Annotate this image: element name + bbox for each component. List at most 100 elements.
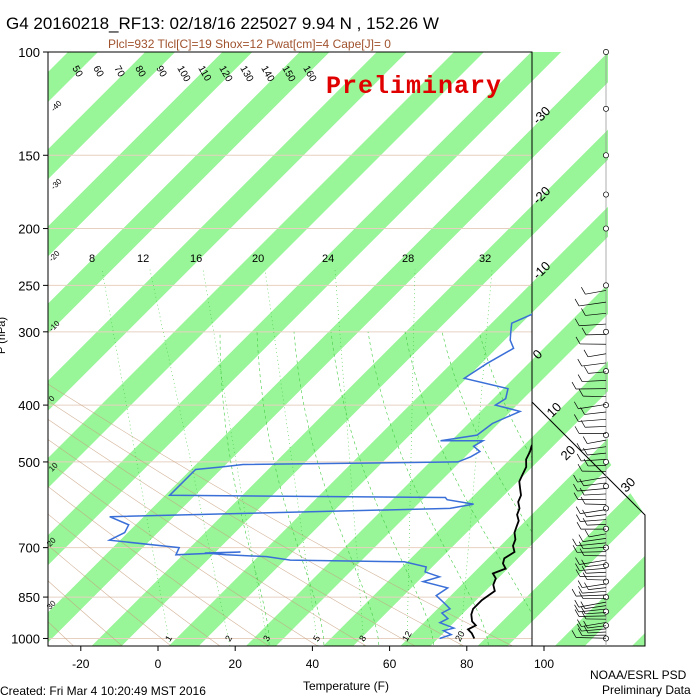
- wind-barb: [578, 608, 607, 613]
- wind-barb-feather: [576, 453, 582, 462]
- x-tick-label: 0: [155, 657, 162, 671]
- dry-adiabat-line: [48, 400, 465, 646]
- mixing-ratio-line: [149, 269, 231, 646]
- wind-barb-feather: [577, 580, 583, 588]
- wind-barb-feather: [576, 521, 582, 530]
- wind-barb-feather: [572, 538, 577, 547]
- wind-barb-feather: [582, 517, 588, 526]
- mixing-ratio-label: 20: [252, 253, 264, 265]
- wind-barb-feather: [580, 496, 586, 505]
- wind-barb-feather: [574, 298, 580, 307]
- y-tick-label: 300: [18, 325, 40, 340]
- isotherm-band: [48, 52, 407, 411]
- wind-barb-feather: [582, 572, 588, 580]
- wind-level-marker: [603, 402, 609, 409]
- wind-level-marker: [603, 432, 609, 439]
- wind-level-marker: [603, 368, 609, 375]
- wind-barb: [584, 605, 607, 609]
- mixing-ratio-lines: [101, 269, 493, 646]
- dry-adiabat-line: [48, 486, 270, 646]
- wind-barb: [583, 546, 607, 550]
- dry-adiabat-label: 90: [153, 64, 168, 80]
- wind-barb-feather: [572, 545, 578, 553]
- wind-barb: [579, 567, 607, 571]
- wind-barb-feather: [578, 534, 584, 542]
- dry-adiabat-line: [48, 439, 367, 646]
- wind-barb-feather: [584, 582, 589, 590]
- mixing-ratio-label: 12: [400, 629, 414, 643]
- wind-barb-feather: [577, 585, 583, 594]
- wind-barb-feather: [575, 514, 581, 522]
- wind-barb-feather: [581, 611, 587, 620]
- chart-title: G4 20160218_RF13: 02/18/16 225027 9.94 N…: [6, 14, 439, 33]
- mixing-ratio-label: 1: [163, 634, 174, 643]
- y-tick-label: 200: [18, 222, 40, 237]
- wind-barb-feather: [583, 349, 589, 357]
- wind-barb: [585, 503, 607, 505]
- wind-barb-feather: [581, 308, 586, 316]
- dry-adiabats: [48, 383, 514, 646]
- sounding-series: [106, 313, 532, 640]
- wind-barb-profile: [571, 49, 609, 646]
- dry-adiabat-label: 160: [300, 64, 318, 84]
- wind-level-marker: [603, 152, 609, 159]
- wind-panel-band: [532, 52, 645, 646]
- moist-adiabat-line: [441, 331, 532, 533]
- wind-barb: [584, 493, 607, 496]
- wind-barb: [587, 439, 607, 444]
- wind-barb: [588, 631, 607, 634]
- isotherm-band: [48, 52, 532, 566]
- wind-barb-feather: [574, 318, 580, 326]
- wind-barb: [586, 571, 607, 574]
- moist-adiabat-line: [367, 331, 489, 646]
- isotherm-band: [48, 52, 98, 102]
- wind-barb: [587, 625, 607, 629]
- wind-barb: [579, 323, 607, 327]
- dry-adiabat-line: [48, 580, 123, 646]
- dry-adiabat-label: 80: [132, 64, 147, 80]
- dewpoint-line: [106, 313, 532, 640]
- moist-adiabat-line: [330, 331, 434, 646]
- wind-barb-feather: [580, 606, 586, 614]
- y-axis-title: P (hPa): [0, 316, 8, 354]
- wind-barb-feather: [577, 358, 583, 367]
- isotherm-band: [48, 52, 176, 180]
- y-tick-label: 1000: [11, 631, 40, 646]
- mixing-ratio-label: 8: [89, 253, 95, 265]
- wind-barb: [585, 426, 607, 428]
- wind-barb-feather: [579, 548, 585, 556]
- mixing-ratio-label: 2: [223, 634, 234, 643]
- x-tick-label: 100: [534, 657, 554, 671]
- wind-barb: [583, 482, 607, 487]
- wind-barb-feather: [571, 588, 577, 597]
- wind-barb-feather: [580, 420, 586, 428]
- isotherm-bands: [48, 52, 532, 646]
- wind-level-marker: [603, 483, 609, 490]
- wind-barb: [577, 476, 607, 483]
- wind-barb: [589, 533, 607, 538]
- wind-barb-feather: [575, 557, 580, 565]
- wind-level-marker: [603, 282, 609, 289]
- wind-barb-feather: [577, 628, 583, 636]
- wind-barb-feather: [583, 447, 588, 456]
- wind-level-marker: [603, 622, 609, 629]
- dry-adiabat-label: 60: [90, 64, 105, 80]
- moist-adiabat-line: [293, 331, 380, 646]
- wind-barb: [579, 301, 607, 307]
- y-tick-label: 100: [18, 45, 40, 60]
- x-tick-label: 20: [229, 657, 243, 671]
- wind-level-marker: [603, 328, 609, 335]
- isotherm-band: [48, 128, 532, 643]
- wind-level-marker: [603, 105, 609, 112]
- wind-barb-feather: [573, 401, 579, 409]
- wind-barb: [582, 380, 607, 382]
- wind-barb-feather: [579, 478, 585, 486]
- moist-adiabat-line: [404, 331, 532, 615]
- wind-barb-feather: [580, 407, 585, 415]
- wind-barb-feather: [578, 388, 584, 397]
- wind-barb: [583, 395, 607, 398]
- wind-barb-feather: [583, 366, 589, 374]
- wind-barb: [576, 637, 607, 639]
- isotherm-band: [48, 52, 253, 257]
